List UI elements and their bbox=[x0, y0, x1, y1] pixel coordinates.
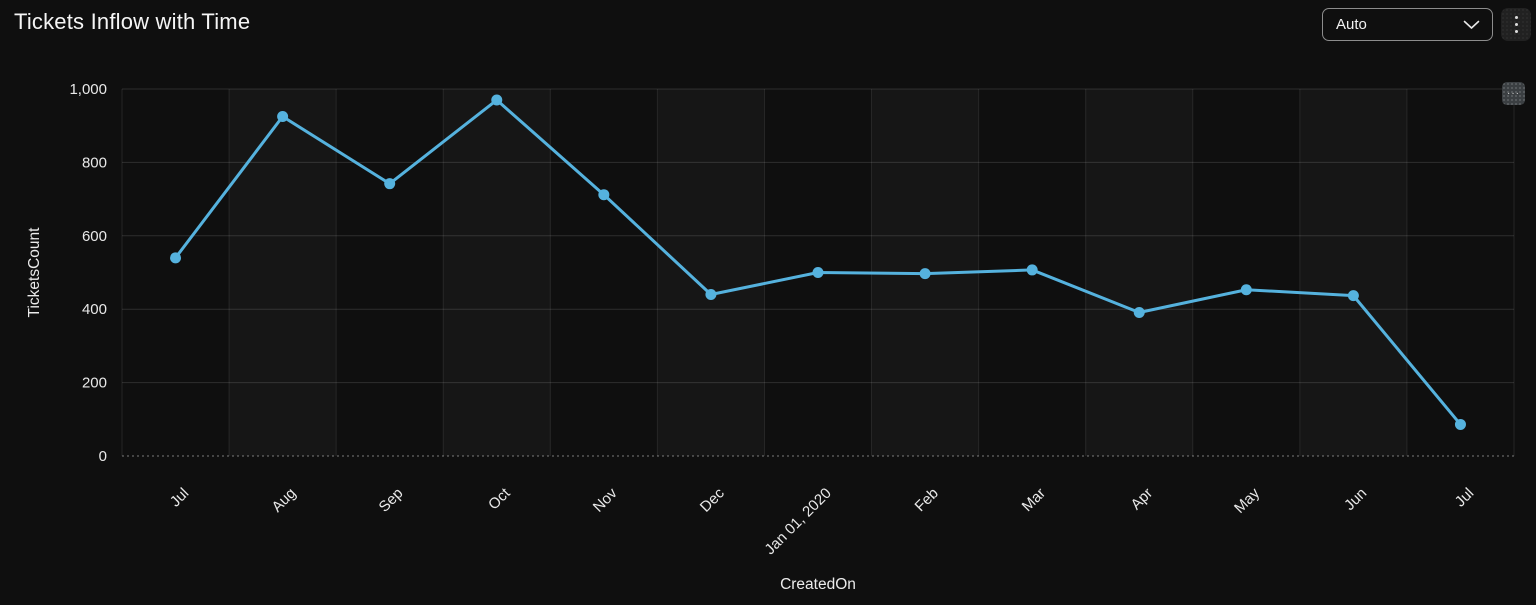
data-point-11[interactable] bbox=[1347, 290, 1359, 302]
x-axis-title: CreatedOn bbox=[780, 576, 856, 593]
data-point-3[interactable] bbox=[491, 94, 503, 106]
data-point-0[interactable] bbox=[170, 252, 182, 264]
svg-text:Mar: Mar bbox=[1019, 485, 1049, 515]
svg-text:200: 200 bbox=[82, 375, 107, 392]
svg-text:Jul: Jul bbox=[167, 485, 193, 511]
y-axis-tick-labels: 0 200 400 600 800 1,000 bbox=[69, 81, 107, 465]
x-axis-tick-labels: Jul Aug Sep Oct Nov Dec Jan 01, 2020 Feb Mar Apr M… bbox=[167, 484, 1478, 558]
data-point-1[interactable] bbox=[277, 111, 289, 123]
data-point-7[interactable] bbox=[919, 268, 931, 280]
svg-text:Dec: Dec bbox=[697, 484, 728, 515]
interval-dropdown[interactable]: Auto bbox=[1322, 8, 1493, 41]
data-point-4[interactable] bbox=[598, 189, 610, 201]
svg-text:400: 400 bbox=[82, 301, 107, 318]
plot-gridlines bbox=[121, 88, 1515, 457]
y-axis-title: TicketsCount bbox=[26, 227, 43, 318]
svg-text:Jul: Jul bbox=[1452, 485, 1478, 511]
svg-text:Nov: Nov bbox=[590, 484, 621, 515]
data-point-2[interactable] bbox=[384, 178, 396, 190]
data-point-12[interactable] bbox=[1454, 418, 1466, 430]
svg-text:600: 600 bbox=[82, 228, 107, 245]
svg-text:Sep: Sep bbox=[376, 485, 407, 516]
svg-text:Feb: Feb bbox=[912, 485, 942, 515]
svg-text:Apr: Apr bbox=[1128, 485, 1157, 514]
svg-text:Jun: Jun bbox=[1341, 485, 1370, 514]
chevron-down-icon bbox=[1463, 20, 1480, 30]
plot-corner-more-button[interactable]: ··· bbox=[1502, 82, 1525, 105]
svg-text:1,000: 1,000 bbox=[69, 81, 107, 98]
tickets-line-series[interactable] bbox=[170, 94, 1466, 430]
data-point-8[interactable] bbox=[1026, 264, 1038, 276]
svg-text:Jan 01, 2020: Jan 01, 2020 bbox=[761, 485, 834, 558]
data-point-5[interactable] bbox=[705, 289, 717, 301]
data-point-9[interactable] bbox=[1133, 307, 1145, 319]
svg-text:May: May bbox=[1231, 484, 1263, 516]
data-point-10[interactable] bbox=[1240, 284, 1252, 296]
chart-title: Tickets Inflow with Time bbox=[14, 9, 251, 34]
svg-text:Aug: Aug bbox=[269, 485, 300, 516]
svg-text:Oct: Oct bbox=[485, 484, 514, 513]
kebab-menu-icon bbox=[1514, 16, 1518, 33]
interval-dropdown-value: Auto bbox=[1336, 16, 1367, 33]
more-options-button[interactable] bbox=[1501, 8, 1531, 41]
svg-text:800: 800 bbox=[82, 154, 107, 171]
data-point-6[interactable] bbox=[812, 267, 824, 278]
svg-text:0: 0 bbox=[99, 448, 107, 465]
